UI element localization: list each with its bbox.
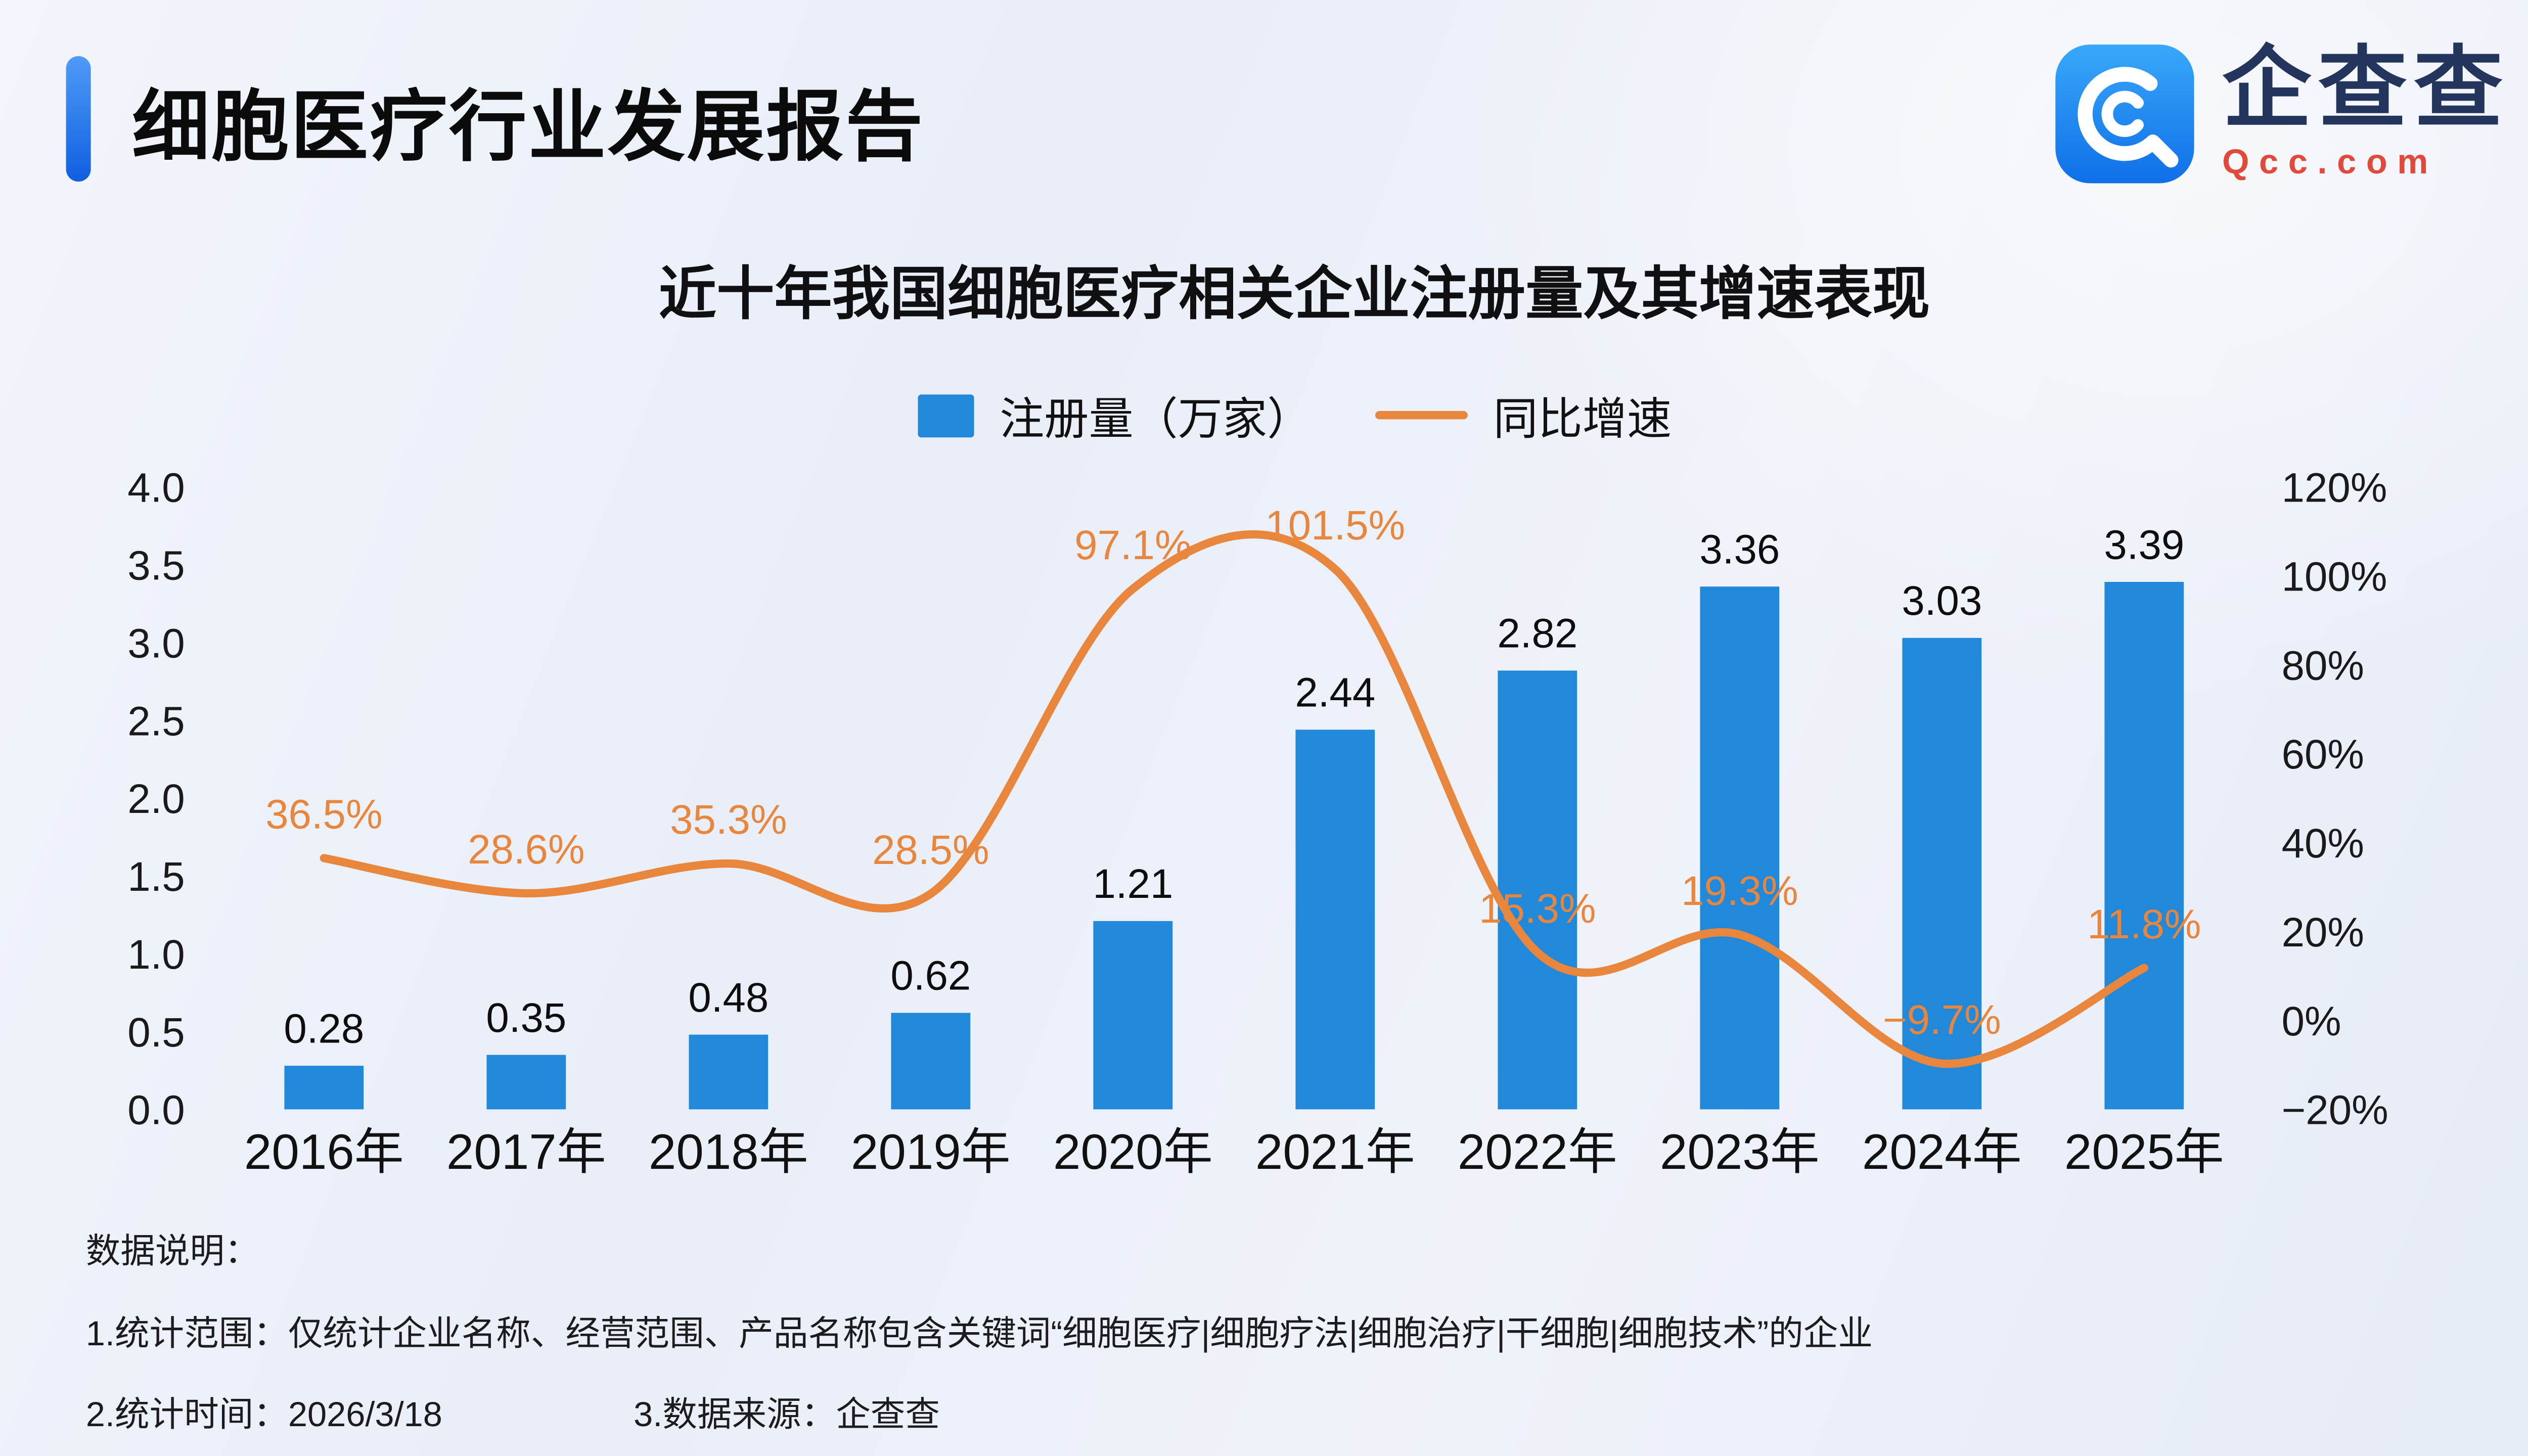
left-axis-tick: 0.5 [127,1010,185,1056]
bar-value-label: 0.48 [688,975,769,1021]
bar-value-label: 3.03 [1902,578,1982,624]
right-axis-tick: 80% [2282,643,2364,689]
x-axis-label: 2018年 [649,1124,808,1179]
footer-source: 3.数据来源：企查查 [634,1396,940,1435]
right-axis-tick: 40% [2282,821,2364,867]
left-axis-tick: 2.5 [127,698,185,744]
footer-notes: 数据说明： 1.统计范围：仅统计企业名称、经营范围、产品名称包含关键词“细胞医疗… [86,1225,1873,1456]
growth-label: 11.8% [2087,901,2201,947]
bar-value-label: 3.36 [1699,527,1780,573]
qcc-logo-icon [2055,44,2194,184]
growth-label: 35.3% [670,797,787,843]
growth-label: 19.3% [1681,868,1798,914]
x-axis-label: 2017年 [446,1124,606,1179]
bar-value-label: 1.21 [1093,861,1173,907]
bar [1295,730,1375,1110]
x-axis-label: 2025年 [2064,1124,2224,1179]
left-axis-tick: 2.0 [127,776,185,822]
footer-heading: 数据说明： [85,1233,259,1271]
left-axis-tick: 1.0 [127,932,185,978]
growth-label: 28.5% [872,827,989,873]
right-axis-tick: −20% [2282,1087,2388,1133]
footer-meta-line: 2.统计时间：2026/3/18 3.数据来源：企查查 [86,1388,1873,1438]
growth-label: 97.1% [1074,522,1191,568]
right-axis-tick: 120% [2282,465,2387,511]
x-axis-label: 2021年 [1255,1124,1415,1179]
chart-title: 近十年我国细胞医疗相关企业注册量及其增速表现 [658,262,1930,327]
left-axis-tick: 0.0 [127,1087,185,1133]
growth-label: 101.5% [1265,503,1405,549]
left-axis-tick: 3.5 [127,543,185,589]
x-axis-label: 2023年 [1660,1124,1820,1179]
bar [2104,581,2184,1110]
legend-bar-swatch [917,393,973,437]
left-axis-tick: 1.5 [127,854,185,900]
qcc-logo-text: 企查查 Qcc.com [2222,44,2509,183]
footer-date: 2.统计时间：2026/3/18 [85,1396,442,1435]
x-axis-label: 2024年 [1862,1124,2022,1179]
x-axis-label: 2020年 [1053,1124,1213,1179]
bar-value-label: 0.28 [284,1006,364,1052]
bar [689,1034,769,1110]
bar-value-label: 2.44 [1295,670,1375,716]
bar [891,1013,971,1110]
right-axis-tick: 20% [2282,909,2364,956]
qcc-logo-domain: Qcc.com [2222,144,2438,182]
growth-label: 28.6% [468,827,584,873]
right-axis-tick: 0% [2282,998,2341,1044]
x-axis-label: 2016年 [244,1124,404,1179]
bar [284,1066,364,1110]
right-axis-tick: 100% [2282,554,2387,600]
bar-value-label: 0.35 [486,995,566,1041]
growth-label: −9.7% [1883,997,2001,1043]
bar [486,1055,566,1110]
page-title: 细胞医疗行业发展报告 [132,82,925,170]
left-axis-tick: 4.0 [127,465,185,511]
left-axis-tick: 3.0 [127,620,185,666]
bar-value-label: 3.39 [2104,522,2184,568]
qcc-logo-name: 企查查 [2222,39,2510,139]
legend-bar-label: 注册量（万家） [1000,394,1312,444]
growth-line [320,530,2148,1068]
growth-label: 36.5% [265,792,382,838]
legend-line-swatch [1374,411,1467,420]
right-axis-tick: 60% [2282,732,2364,778]
bar-value-label: 2.82 [1497,611,1577,657]
bar [1093,921,1173,1110]
footer-scope-line: 1.统计范围：仅统计企业名称、经营范围、产品名称包含关键词“细胞医疗|细胞疗法|… [85,1315,1873,1354]
x-axis-label: 2022年 [1458,1124,1617,1179]
chart-canvas: 0.0 0.5 1.0 1.5 2.0 2.5 3.0 3.5 4.0 −20% 0% 20% 40% 6… [127,465,2388,1179]
legend-line-label: 同比增速 [1493,394,1672,444]
bar-value-label: 0.62 [890,953,971,999]
title-accent-bar [66,56,91,182]
qcc-logo: 企查查 Qcc.com [2054,43,2509,185]
x-axis-label: 2019年 [851,1124,1011,1179]
chart-legend: 注册量（万家） 同比增速 [0,383,2528,447]
bar [1498,670,1577,1110]
bar [1700,586,1780,1110]
bar [1902,638,1982,1110]
growth-label: 15.3% [1479,886,1596,932]
